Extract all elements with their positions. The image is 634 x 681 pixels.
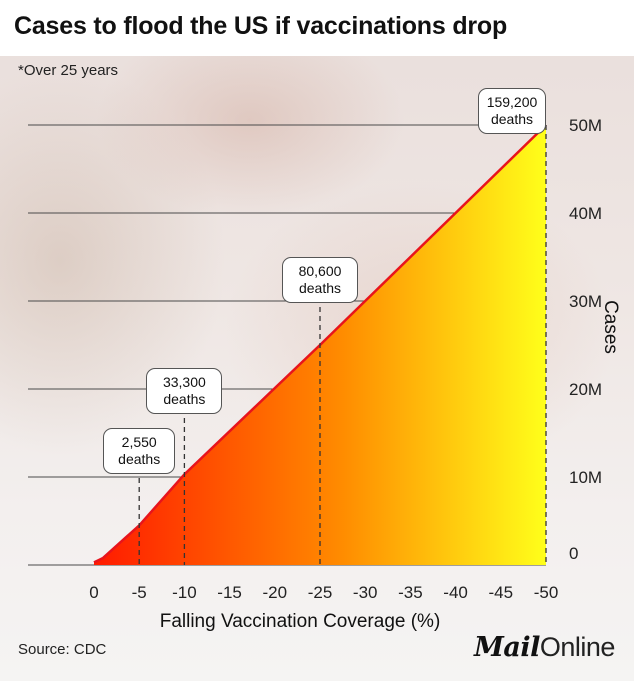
x-tick-label-20: -20 <box>263 583 288 602</box>
x-tick-label-10: -10 <box>172 583 197 602</box>
y-axis-label: Cases <box>600 300 621 354</box>
annotation-value: 33,300 <box>162 374 206 390</box>
annotation-callout-25: 80,600 deaths <box>282 257 358 303</box>
x-axis-label: Falling Vaccination Coverage (%) <box>159 611 441 632</box>
y-tick-label-20: 20M <box>569 380 602 399</box>
annotation-value: 159,200 <box>486 94 538 110</box>
y-tick-label-30: 30M <box>569 292 602 311</box>
y-tick-label-50: 50M <box>569 116 602 135</box>
annotation-label: deaths <box>163 391 206 407</box>
x-tick-label-25: -25 <box>308 583 333 602</box>
annotation-value: 2,550 <box>121 434 157 450</box>
mailonline-logo: MailOnline <box>474 632 615 663</box>
x-tick-label-0: 0 <box>89 583 98 602</box>
x-tick-label-30: -30 <box>353 583 378 602</box>
y-tick-label-0: 0 <box>569 544 578 563</box>
x-tick-label-35: -35 <box>398 583 423 602</box>
x-tick-label-15: -15 <box>217 583 242 602</box>
chart-subtitle: *Over 25 years <box>18 62 119 79</box>
source-note: Source: CDC <box>18 641 107 658</box>
chart-title: Cases to flood the US if vaccinations dr… <box>14 12 508 40</box>
annotation-label: deaths <box>118 451 161 467</box>
x-tick-label-5: -5 <box>132 583 147 602</box>
series-line <box>93 124 547 564</box>
y-tick-label-40: 40M <box>569 204 602 223</box>
title-bar: Cases to flood the US if vaccinations dr… <box>0 0 634 56</box>
x-tick-label-40: -40 <box>443 583 468 602</box>
annotation-callout-50: 159,200 deaths <box>478 88 546 134</box>
x-tick-label-45: -45 <box>489 583 514 602</box>
logo-online-text: Online <box>539 632 616 662</box>
annotation-label: deaths <box>490 111 534 127</box>
logo-mail-text: Mail <box>474 632 540 663</box>
annotation-value: 80,600 <box>298 263 342 279</box>
annotation-label: deaths <box>298 280 342 296</box>
x-tick-label-50: -50 <box>534 583 559 602</box>
annotation-callout-10: 33,300 deaths <box>146 368 223 414</box>
annotation-callout-5: 2,550 deaths <box>103 428 176 474</box>
y-tick-label-10: 10M <box>569 468 602 487</box>
